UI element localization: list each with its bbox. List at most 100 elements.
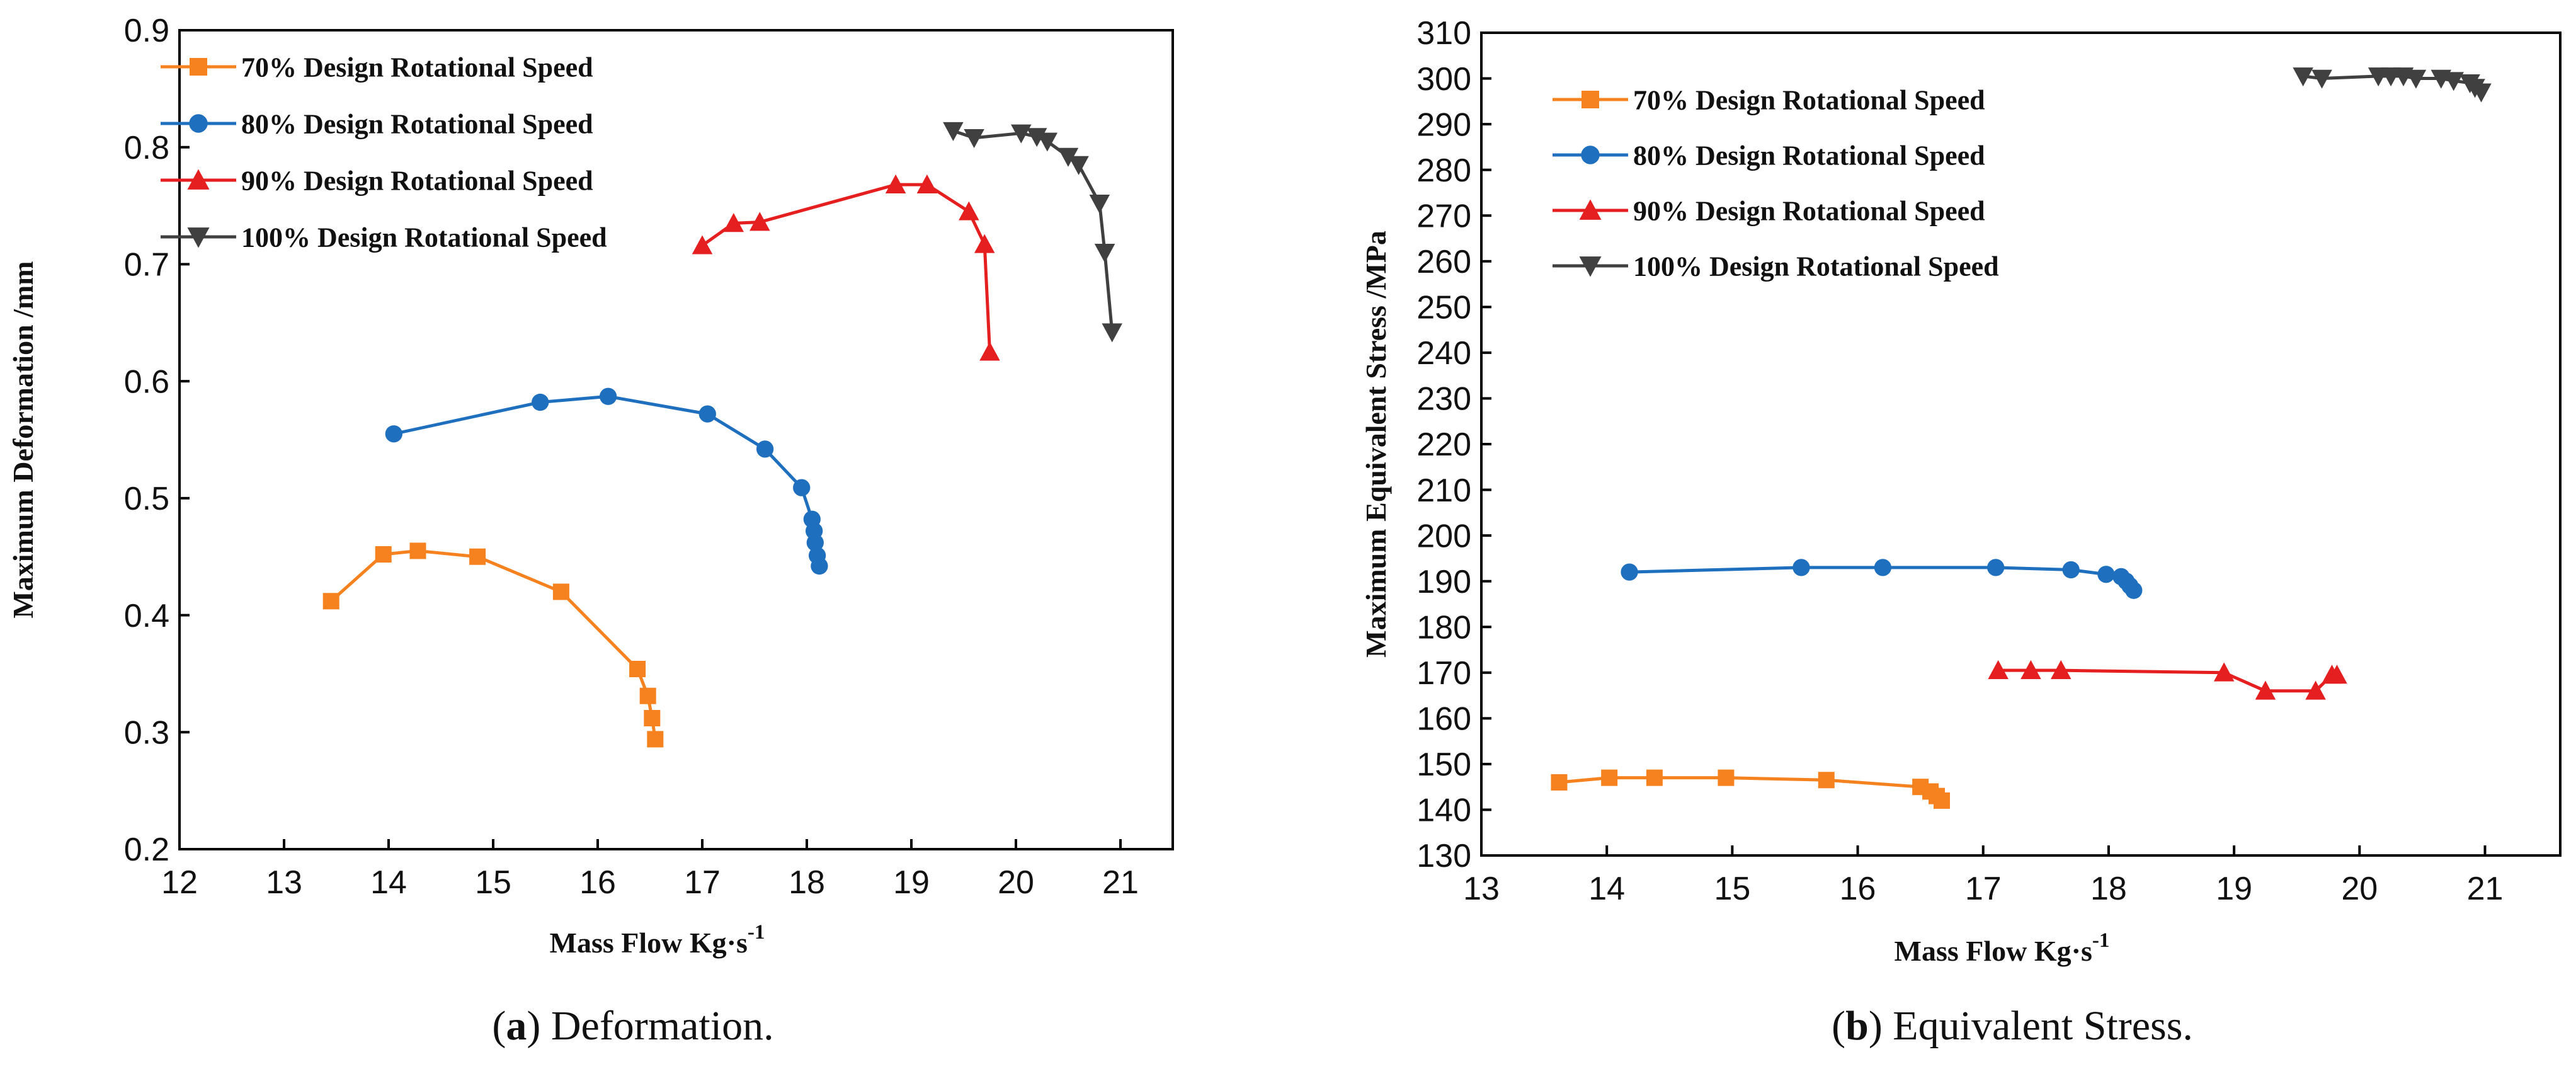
data-point (1792, 559, 1810, 576)
legend-label: 80% Design Rotational Speed (241, 108, 593, 139)
x-tick-label: 21 (2467, 871, 2504, 907)
y-tick-label: 0.2 (124, 832, 169, 868)
caption-paren-open: ( (492, 1003, 506, 1049)
x-tick-label: 14 (370, 864, 407, 901)
y-tick-label: 180 (1416, 609, 1471, 646)
y-tick-label: 300 (1416, 61, 1471, 98)
data-point (974, 234, 995, 253)
data-point (2471, 83, 2492, 103)
figure-caption: (b) Equivalent Stress. (1832, 1003, 2193, 1049)
data-point (979, 341, 1000, 361)
legend-marker (187, 169, 210, 190)
legend-marker (189, 114, 208, 133)
y-tick-label: 310 (1416, 15, 1471, 52)
x-axis-label: Mass Flow Kg·s-1 (1895, 929, 2110, 967)
legend-label: 100% Design Rotational Speed (241, 222, 607, 253)
caption-paren-open: ( (1832, 1003, 1845, 1049)
caption-text: ) Deformation. (527, 1003, 773, 1049)
legend: 70% Design Rotational Speed 80% Design Ro… (1553, 84, 1999, 282)
x-tick-label: 14 (1588, 871, 1625, 907)
data-point (2405, 69, 2427, 89)
series-90-design-rotational-speed (692, 174, 1000, 361)
x-tick-label: 12 (161, 864, 198, 901)
x-tick-label: 13 (266, 864, 302, 901)
data-point (1601, 769, 1618, 786)
x-tick-label: 18 (789, 864, 825, 901)
x-tick-label: 17 (684, 864, 721, 901)
y-tick-label: 230 (1416, 381, 1471, 418)
data-point (2327, 665, 2347, 684)
y-tick-label: 240 (1416, 335, 1471, 372)
x-tick-label: 18 (2090, 871, 2127, 907)
data-point (629, 661, 646, 677)
data-point (647, 731, 664, 748)
data-point (2293, 67, 2313, 87)
x-axis-label-superscript: -1 (748, 920, 765, 944)
deformation-chart: 0.2 0.3 0.4 0.5 0.6 0.7 0.8 0.9 12 13 14 15 16 17 18 19… (7, 13, 1174, 1049)
equivalent-stress-chart: 130 140 150 160 170 180 190 200 210 220 230 240 250 2… (1360, 15, 2562, 1049)
data-point (2213, 662, 2235, 682)
plot-frame (178, 29, 1174, 850)
y-tick-label: 280 (1416, 152, 1471, 189)
legend-marker (1581, 146, 1600, 164)
series-100-design-rotational-speed (943, 122, 1122, 343)
data-point (1068, 156, 1089, 175)
data-point (552, 583, 569, 600)
legend-marker (1579, 256, 1602, 277)
series-70-design-rotational-speed (1551, 769, 1951, 809)
data-point (698, 405, 716, 423)
data-point (322, 593, 339, 610)
x-axis-label: Mass Flow Kg·s-1 (550, 920, 765, 959)
y-tick-label: 0.5 (124, 481, 169, 517)
caption-letter: b (1845, 1003, 1869, 1049)
data-point (1037, 132, 1058, 152)
data-point (959, 201, 979, 220)
data-point (2125, 581, 2143, 599)
x-tick-label: 16 (579, 864, 616, 901)
data-point (2311, 69, 2332, 89)
x-tick-label: 16 (1840, 871, 1876, 907)
data-point (1011, 124, 1032, 144)
data-point (793, 479, 811, 496)
legend-marker (187, 227, 210, 248)
data-point (1102, 323, 1122, 343)
series-line (330, 549, 657, 740)
data-point (1551, 774, 1568, 791)
legend-marker (1579, 199, 1602, 220)
data-point (639, 687, 656, 704)
series-line (701, 183, 991, 352)
series-100-design-rotational-speed (2293, 67, 2492, 103)
data-point (1874, 559, 1892, 576)
legend-label: 100% Design Rotational Speed (1633, 251, 1999, 282)
data-point (2443, 72, 2464, 91)
legend-item: 90% Design Rotational Speed (161, 165, 593, 196)
legend-item: 70% Design Rotational Speed (1553, 84, 1985, 115)
data-point (469, 548, 486, 565)
data-point (599, 387, 617, 405)
x-tick-label: 15 (475, 864, 511, 901)
y-tick-label: 250 (1416, 290, 1471, 326)
data-point (885, 174, 906, 193)
legend-item: 70% Design Rotational Speed (161, 52, 593, 83)
data-point (1934, 792, 1951, 809)
y-tick-label: 260 (1416, 244, 1471, 280)
legend-label: 90% Design Rotational Speed (1633, 195, 1985, 226)
y-tick-label: 0.4 (124, 598, 169, 634)
y-tick-label: 160 (1416, 701, 1471, 738)
x-tick-label: 13 (1463, 871, 1500, 907)
data-point (1987, 559, 2005, 576)
series-80-design-rotational-speed (385, 387, 828, 575)
data-point (811, 557, 828, 575)
y-tick-label: 190 (1416, 564, 1471, 600)
x-tick-label: 20 (2341, 871, 2378, 907)
legend-marker (1582, 91, 1599, 108)
data-point (1988, 660, 2009, 679)
data-point (1646, 769, 1663, 786)
data-point (2097, 566, 2115, 583)
x-tick-label: 19 (2216, 871, 2252, 907)
y-tick-label: 150 (1416, 746, 1471, 783)
data-point (2050, 660, 2072, 679)
data-point (2062, 561, 2080, 579)
data-point (2255, 680, 2276, 700)
